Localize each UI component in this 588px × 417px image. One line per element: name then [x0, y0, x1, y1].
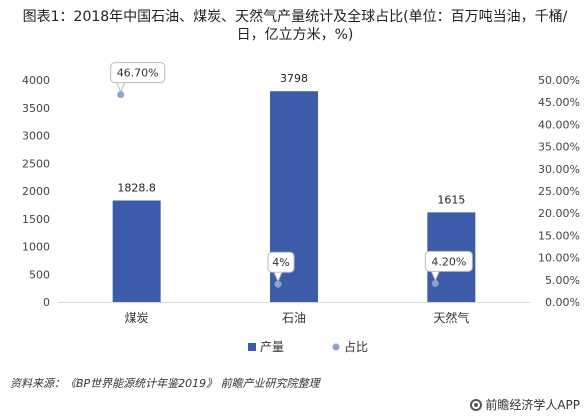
- left-tick-label: 2500: [22, 157, 50, 170]
- left-tick-label: 1000: [22, 241, 50, 254]
- left-tick-label: 0: [43, 296, 50, 309]
- right-tick-label: 30.00%: [538, 163, 580, 176]
- callout-box: [424, 250, 473, 272]
- point-value-label: 4.20%: [431, 255, 466, 268]
- right-tick-label: 25.00%: [538, 185, 580, 198]
- right-tick-label: 10.00%: [538, 252, 580, 265]
- callout-box: [110, 62, 166, 84]
- right-axis: 0.00% 5.00% 10.00% 15.00% 20.00% 25.00% 30.00%…: [538, 74, 580, 309]
- brand: 前瞻经济学人APP: [470, 396, 580, 413]
- legend-label: 占比: [344, 339, 368, 354]
- callout-pointer: [116, 82, 126, 93]
- callout-box: [267, 251, 295, 273]
- source-note: 资料来源：《BP世界能源统计年鉴2019》 前瞻产业研究院整理: [10, 377, 320, 390]
- brand-label: 前瞻经济学人APP: [485, 398, 580, 412]
- left-tick-label: 4000: [22, 74, 50, 87]
- legend: 产量 占比: [248, 339, 368, 354]
- category-axis: 煤炭 石油 天然气: [58, 302, 530, 325]
- point: [117, 91, 125, 99]
- right-tick-label: 0.00%: [545, 296, 580, 309]
- point-series: 46.70% 4% 4.20%: [110, 62, 473, 288]
- point: [431, 279, 439, 287]
- bar-value-label: 3798: [280, 72, 308, 85]
- point-value-label: 46.70%: [117, 67, 159, 80]
- point-value-label: 4%: [272, 256, 289, 269]
- chart-title: 图表1：2018年中国石油、煤炭、天然气产量统计及全球占比(单位：百万吨当油，千…: [22, 9, 568, 43]
- left-tick-label: 2000: [22, 185, 50, 198]
- left-tick-label: 3500: [22, 102, 50, 115]
- left-axis: 0 500 1000 1500 2000 2500 3000 3500 4000: [22, 74, 50, 309]
- right-tick-label: 40.00%: [538, 118, 580, 131]
- right-tick-label: 50.00%: [538, 74, 580, 87]
- right-tick-label: 5.00%: [545, 274, 580, 287]
- point: [274, 280, 282, 288]
- right-tick-label: 45.00%: [538, 96, 580, 109]
- right-tick-label: 15.00%: [538, 229, 580, 242]
- category-label: 石油: [282, 311, 306, 325]
- legend-label: 产量: [260, 340, 284, 354]
- left-tick-label: 500: [29, 268, 50, 281]
- category-label: 煤炭: [125, 311, 149, 325]
- category-label: 天然气: [433, 310, 469, 325]
- bar-value-label: 1828.8: [117, 182, 156, 195]
- left-tick-label: 1500: [22, 213, 50, 226]
- right-tick-label: 20.00%: [538, 207, 580, 220]
- bar: [112, 200, 161, 302]
- legend-swatch-bar: [248, 343, 256, 351]
- bar-value-label: 1615: [437, 193, 465, 206]
- left-tick-label: 3000: [22, 130, 50, 143]
- legend-swatch-point: [332, 343, 340, 351]
- brand-logo-icon: [470, 398, 483, 411]
- right-tick-label: 35.00%: [538, 141, 580, 154]
